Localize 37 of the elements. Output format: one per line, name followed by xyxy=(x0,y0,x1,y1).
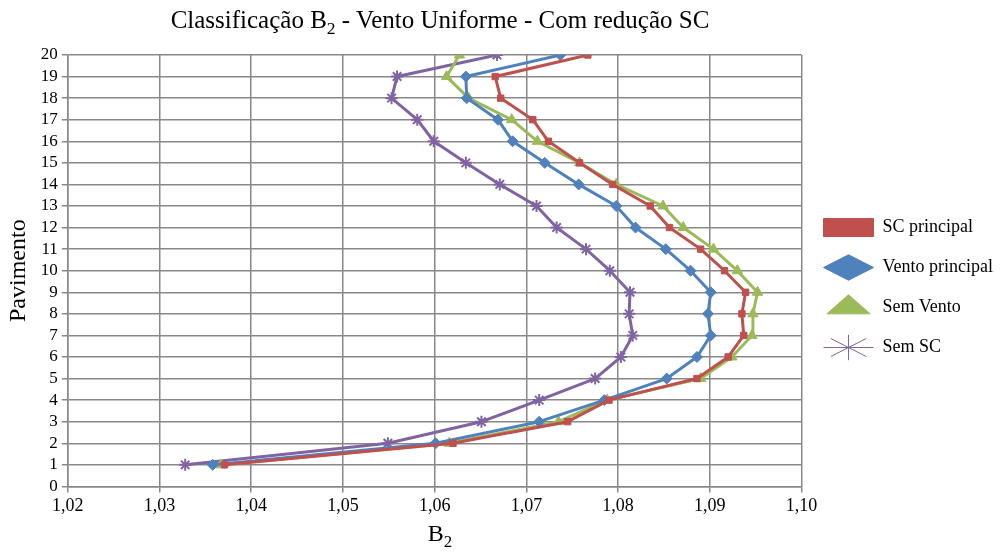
y-tick-label: 1 xyxy=(49,454,58,474)
y-tick-label: 13 xyxy=(40,195,58,215)
y-tick-label: 9 xyxy=(49,281,58,301)
legend-label: SC principal xyxy=(882,216,974,237)
x-tick-label: 1,03 xyxy=(143,494,176,515)
y-axis-title: Pavimento xyxy=(3,219,30,323)
legend-label: Vento principal xyxy=(882,256,994,277)
y-tick-label: 5 xyxy=(49,368,58,388)
y-tick-label: 2 xyxy=(49,432,58,452)
y-tick-label: 15 xyxy=(40,152,58,172)
y-tick-label: 3 xyxy=(49,411,58,431)
x-tick-label: 1,06 xyxy=(418,494,451,515)
x-tick-label: 1,10 xyxy=(785,494,818,515)
legend-label: Sem SC xyxy=(882,336,942,357)
x-tick-label: 1,04 xyxy=(235,494,267,515)
x-tick-label: 1,08 xyxy=(602,494,634,515)
y-tick-label: 6 xyxy=(49,346,58,366)
x-tick-label: 1,02 xyxy=(52,494,84,515)
y-tick-label: 18 xyxy=(40,87,58,107)
chart-title: Classificação B$_{2}$ - Vento Uniforme - Com redução SC xyxy=(169,6,711,39)
y-tick-label: 16 xyxy=(40,130,58,150)
x-tick-label: 1,05 xyxy=(327,494,359,515)
x-tick-label: 1,09 xyxy=(694,494,726,515)
y-tick-label: 11 xyxy=(41,238,58,258)
x-tick-label: 1,07 xyxy=(510,494,543,515)
y-tick-label: 19 xyxy=(40,66,58,86)
y-tick-label: 20 xyxy=(40,44,58,64)
y-tick-label: 14 xyxy=(40,173,59,193)
x-axis-title: B$_{2}$ xyxy=(426,520,454,552)
y-tick-label: 17 xyxy=(40,109,59,129)
y-tick-label: 4 xyxy=(49,389,59,409)
y-tick-label: 10 xyxy=(40,260,58,280)
y-tick-label: 0 xyxy=(49,475,58,495)
y-tick-label: 8 xyxy=(49,303,58,323)
legend-label: Sem Vento xyxy=(882,296,961,317)
y-tick-label: 12 xyxy=(40,217,58,237)
y-tick-label: 7 xyxy=(49,324,59,344)
